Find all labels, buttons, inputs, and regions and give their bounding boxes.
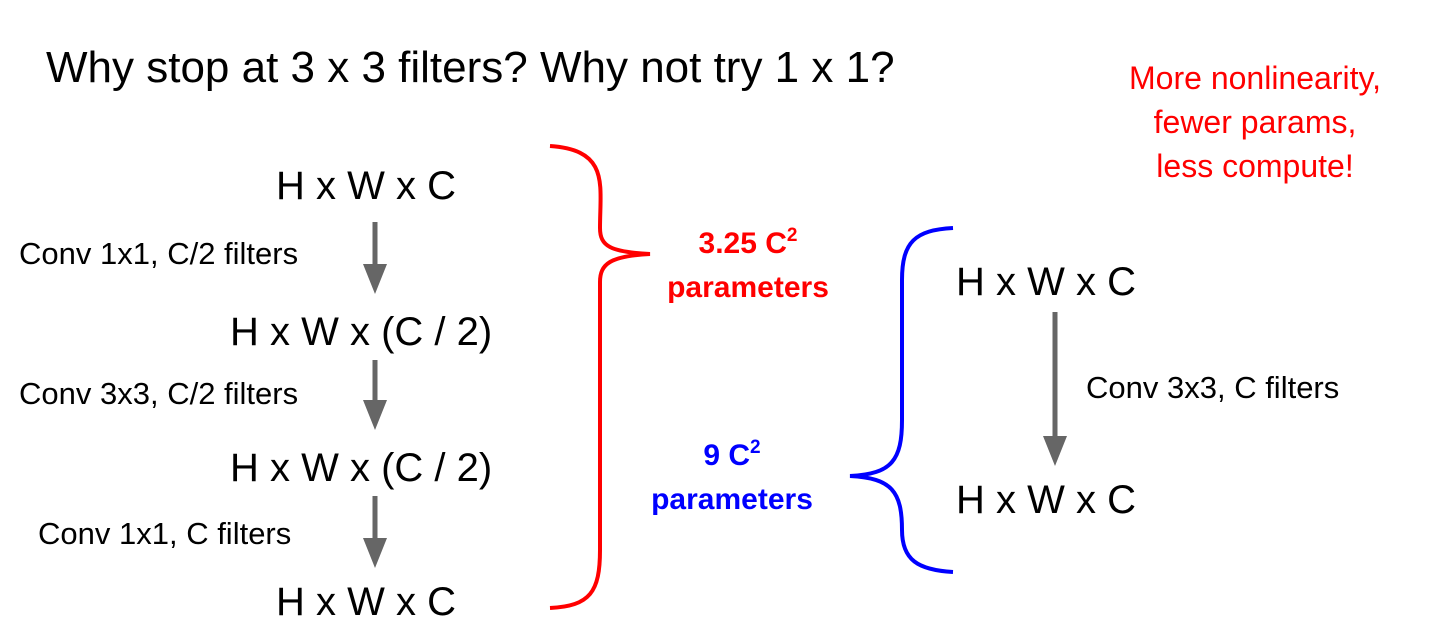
bottleneck-params: 3.25 C2 parameters bbox=[648, 222, 848, 310]
bottleneck-layer-2: H x W x (C / 2) bbox=[230, 310, 493, 354]
single-op: Conv 3x3, C filters bbox=[1086, 370, 1340, 405]
note-line-3: less compute! bbox=[1156, 148, 1354, 184]
slide-title: Why stop at 3 x 3 filters? Why not try 1… bbox=[46, 43, 895, 92]
note-line-1: More nonlinearity, bbox=[1129, 60, 1381, 96]
single-output-layer: H x W x C bbox=[956, 478, 1136, 522]
bottleneck-layer-3: H x W x (C / 2) bbox=[230, 446, 493, 490]
bottleneck-params-power: 2 bbox=[786, 225, 798, 246]
blue-brace bbox=[849, 226, 954, 574]
bottleneck-op-1: Conv 1x1, C/2 filters bbox=[19, 236, 299, 271]
bottleneck-op-2: Conv 3x3, C/2 filters bbox=[19, 376, 299, 411]
bottleneck-op-3: Conv 1x1, C filters bbox=[38, 516, 292, 551]
single-params-value: 9 C2 bbox=[632, 434, 832, 478]
bottleneck-params-value: 3.25 C2 bbox=[648, 222, 848, 266]
red-brace bbox=[549, 144, 651, 610]
single-params: 9 C2 parameters bbox=[632, 434, 832, 522]
bottleneck-params-label: parameters bbox=[667, 271, 829, 304]
arrow-conv1x1-expand bbox=[363, 496, 387, 568]
single-input-layer: H x W x C bbox=[956, 260, 1136, 304]
bottleneck-input-layer: H x W x C bbox=[276, 164, 456, 208]
single-params-number: 9 C bbox=[703, 439, 751, 472]
single-params-label: parameters bbox=[651, 483, 813, 516]
arrow-conv1x1-reduce bbox=[363, 222, 387, 294]
note-line-2: fewer params, bbox=[1153, 104, 1357, 140]
single-params-power: 2 bbox=[750, 437, 761, 458]
benefit-note: More nonlinearity, fewer params, less co… bbox=[1100, 56, 1410, 188]
bottleneck-params-number: 3.25 C bbox=[698, 227, 787, 260]
arrow-conv3x3-full bbox=[1043, 312, 1067, 466]
arrow-conv3x3-reduced bbox=[363, 360, 387, 430]
bottleneck-output-layer: H x W x C bbox=[276, 580, 456, 624]
